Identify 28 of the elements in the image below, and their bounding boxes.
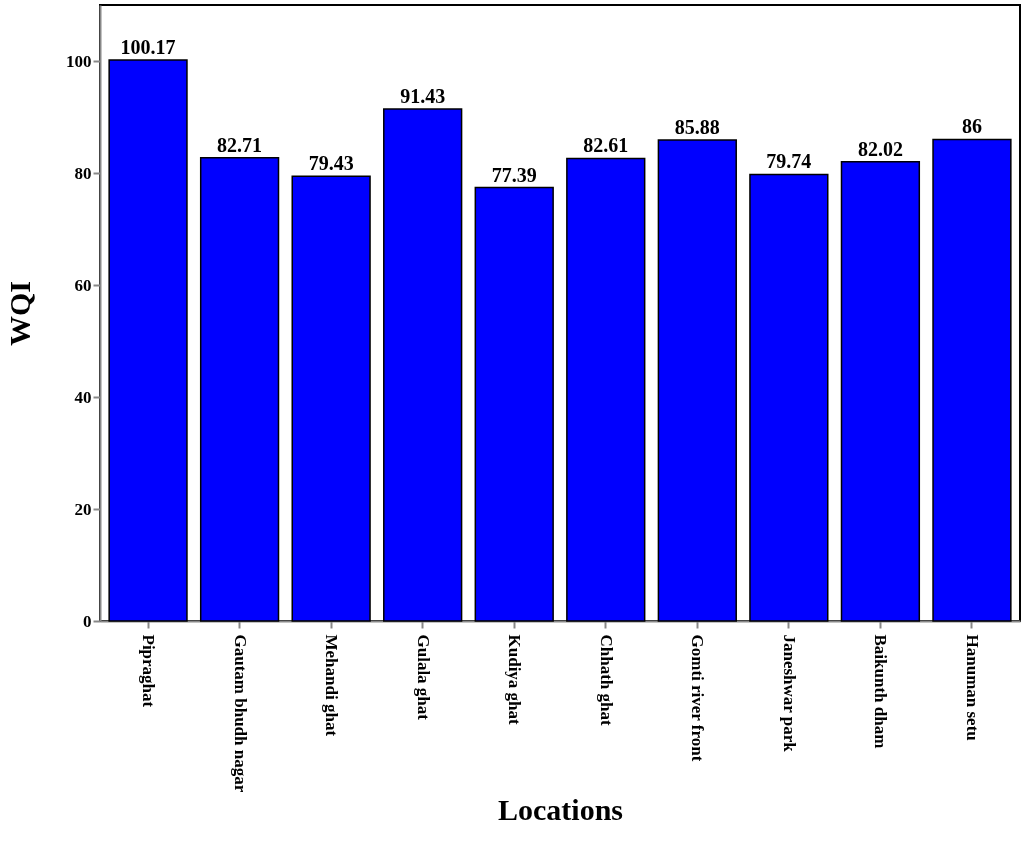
x-tick-label: Mehandi ghat [322, 634, 342, 737]
x-tick-label: Kudiya ghat [505, 634, 525, 726]
data-label: 79.43 [308, 152, 354, 175]
x-tick-label: Janeshwar park [779, 634, 799, 753]
data-label: 82.61 [583, 134, 629, 157]
data-label: 82.02 [857, 137, 903, 160]
x-tick-label: Pipraghat [139, 634, 159, 708]
data-label: 85.88 [674, 116, 720, 139]
data-label: 86 [961, 115, 982, 138]
y-axis-title: WQI [3, 280, 36, 347]
data-label: 77.39 [491, 163, 537, 186]
y-tick-label: 0 [83, 611, 92, 631]
x-tick-label: Chhath ghat [596, 634, 616, 727]
x-axis-title: Locations [497, 793, 624, 827]
x-tick-label: Hanuman setu [962, 634, 982, 741]
y-tick-label: 40 [74, 387, 92, 407]
y-tick-label: 20 [74, 499, 92, 519]
y-tick-label: 80 [74, 163, 92, 183]
x-tick-label: Gautam bhudh nagar [230, 634, 250, 793]
x-tick-label: Gulala ghat [413, 634, 433, 721]
y-tick-label: 60 [74, 275, 92, 295]
data-label: 91.43 [400, 84, 446, 107]
x-tick-label: Baikunth dham [871, 634, 891, 749]
data-label: 100.17 [120, 36, 176, 59]
y-tick-label: 100 [66, 51, 92, 71]
data-label: 79.74 [766, 150, 812, 173]
data-label: 82.71 [217, 133, 263, 156]
x-tick-label: Gomti river front [688, 634, 708, 762]
